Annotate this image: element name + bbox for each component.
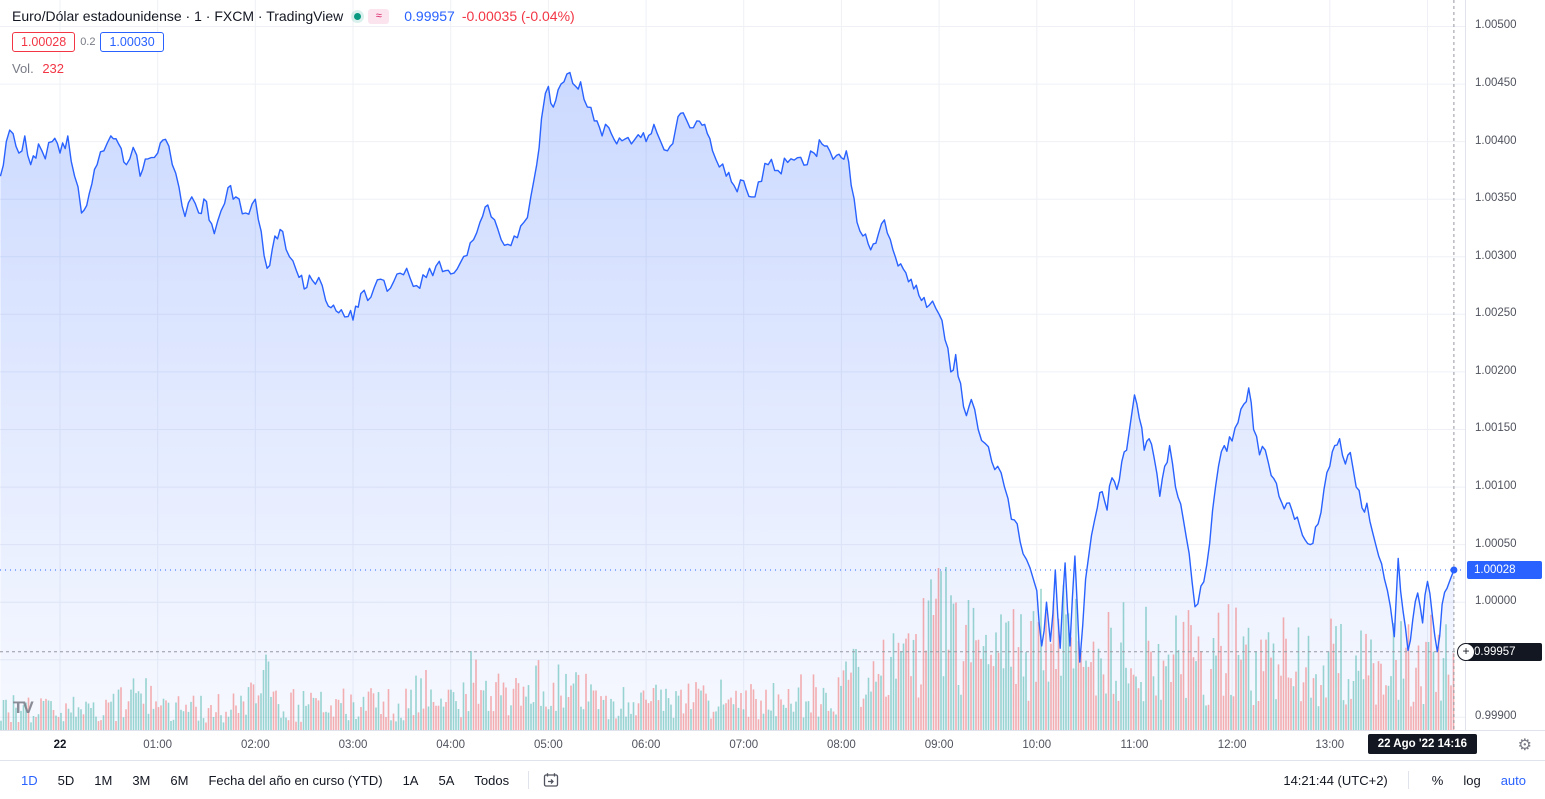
price-axis-label: 1.00000 bbox=[1475, 595, 1517, 608]
crosshair-plus-icon[interactable]: + bbox=[1457, 642, 1475, 661]
price-axis[interactable]: 1.00028 0.99957 + 1.00500 1.00450 1.00400 1… bbox=[1457, 0, 1545, 730]
price-axis-label: 1.00350 bbox=[1475, 192, 1517, 205]
last-price-value: 0.99957 bbox=[404, 8, 455, 24]
bottom-toolbar: 1D 5D 1M 3M 6M Fecha del año en curso (YTD) 1A… bbox=[0, 760, 1545, 799]
price-axis-label: 1.00150 bbox=[1475, 422, 1517, 435]
auto-scale-button[interactable]: auto bbox=[1494, 768, 1533, 793]
last-price-badge: 1.00028 bbox=[1467, 560, 1542, 579]
time-axis-label: 08:00 bbox=[827, 739, 856, 751]
time-axis-label: 01:00 bbox=[143, 739, 173, 751]
time-axis-label: 04:00 bbox=[436, 739, 466, 751]
crosshair-price-badge: 0.99957 bbox=[1467, 642, 1542, 661]
price-axis-label: 0.99900 bbox=[1475, 710, 1517, 723]
go-to-date-icon[interactable] bbox=[539, 768, 563, 792]
range-button-todos[interactable]: Todos bbox=[465, 768, 518, 793]
price-axis-label: 1.00300 bbox=[1475, 249, 1517, 262]
spread-value: 0.2 bbox=[80, 36, 96, 48]
price-axis-label: 1.00050 bbox=[1475, 537, 1517, 550]
range-button-3m[interactable]: 3M bbox=[123, 768, 159, 793]
time-axis-label: 12:00 bbox=[1217, 739, 1247, 751]
price-axis-label: 1.00500 bbox=[1475, 19, 1517, 32]
price-change-value: -0.00035 (-0.04%) bbox=[461, 8, 575, 24]
tradingview-logo[interactable]: TV bbox=[13, 698, 34, 717]
log-scale-button[interactable]: log bbox=[1456, 768, 1487, 793]
time-axis-label: 13:00 bbox=[1315, 739, 1345, 751]
price-axis-label: 1.00100 bbox=[1475, 480, 1517, 493]
range-button-1m[interactable]: 1M bbox=[85, 768, 121, 793]
time-axis-label: 07:00 bbox=[729, 739, 759, 751]
toolbar-divider bbox=[528, 771, 530, 789]
settings-gear-icon[interactable]: ⚙ bbox=[1517, 737, 1532, 754]
range-button-6m[interactable]: 6M bbox=[161, 768, 197, 793]
price-axis-label: 1.00450 bbox=[1475, 77, 1517, 90]
time-axis[interactable]: 22 Ago '22 14:16 ⚙ 22 01:00 02:00 03:00 04:0… bbox=[0, 730, 1545, 760]
time-axis-label: 09:00 bbox=[924, 739, 954, 751]
toolbar-divider bbox=[1407, 771, 1409, 789]
range-button-5a[interactable]: 5A bbox=[429, 768, 463, 793]
range-button-fecha-del-a-o-en-curso-ytd-[interactable]: Fecha del año en curso (YTD) bbox=[199, 768, 391, 793]
time-axis-label: 03:00 bbox=[338, 739, 368, 751]
time-axis-label: 11:00 bbox=[1120, 739, 1149, 751]
percent-scale-button[interactable]: % bbox=[1425, 768, 1451, 793]
time-axis-label: 05:00 bbox=[533, 739, 563, 751]
time-axis-label: 02:00 bbox=[240, 739, 270, 751]
crosshair-time-badge: 22 Ago '22 14:16 bbox=[1367, 734, 1477, 754]
price-axis-label: 1.00250 bbox=[1475, 307, 1517, 320]
price-axis-label: 1.00400 bbox=[1475, 134, 1517, 147]
ask-price-button[interactable]: 1.00030 bbox=[100, 32, 164, 52]
range-button-5d[interactable]: 5D bbox=[49, 768, 84, 793]
price-axis-label: 1.00200 bbox=[1475, 364, 1517, 377]
volume-label[interactable]: Vol. bbox=[12, 61, 34, 76]
legend: Euro/Dólar estadounidense · 1 · FXCM · T… bbox=[12, 8, 575, 76]
delayed-data-icon[interactable]: ≈ bbox=[368, 8, 390, 24]
session-clock[interactable]: 14:21:44 (UTC+2) bbox=[1283, 772, 1388, 788]
time-axis-label: 06:00 bbox=[631, 739, 661, 751]
bid-price-button[interactable]: 1.00028 bbox=[12, 32, 76, 52]
chart-pane[interactable]: Euro/Dólar estadounidense · 1 · FXCM · T… bbox=[0, 0, 1465, 730]
chart-canvas bbox=[0, 0, 1465, 730]
symbol-title[interactable]: Euro/Dólar estadounidense · 1 · FXCM · T… bbox=[12, 8, 344, 24]
market-status-icon[interactable] bbox=[354, 12, 362, 20]
volume-value: 232 bbox=[42, 61, 65, 76]
range-button-1d[interactable]: 1D bbox=[12, 768, 47, 793]
range-button-1a[interactable]: 1A bbox=[394, 768, 428, 793]
time-axis-label: 10:00 bbox=[1022, 739, 1052, 751]
time-axis-label: 22 bbox=[53, 739, 67, 751]
date-range-buttons: 1D 5D 1M 3M 6M Fecha del año en curso (YTD) 1A… bbox=[12, 768, 518, 793]
